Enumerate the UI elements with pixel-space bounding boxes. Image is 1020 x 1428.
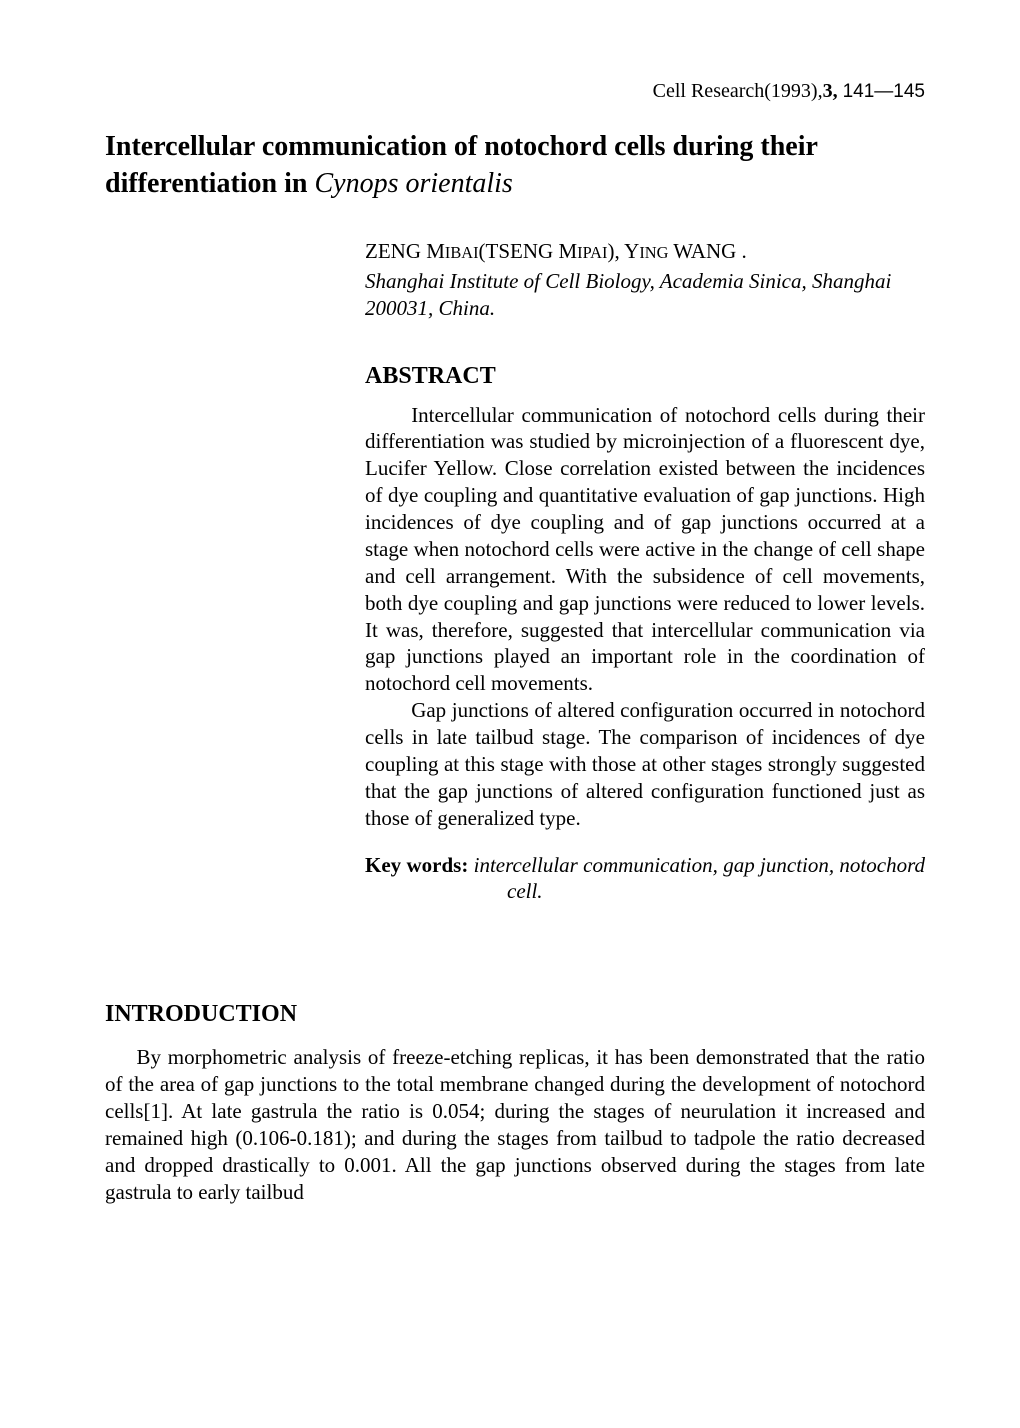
- author-affiliation: Shanghai Institute of Cell Biology, Acad…: [365, 268, 925, 323]
- keywords-text: intercellular communication, gap junctio…: [474, 853, 925, 904]
- header-indent-block: ZENG MIBAI(TSENG MIPAI), YING WANG . Sha…: [365, 239, 925, 905]
- running-head: Cell Research(1993),3, 141—145: [105, 80, 925, 103]
- article-title: Intercellular communication of notochord…: [105, 129, 925, 203]
- abstract-body: Intercellular communication of notochord…: [365, 402, 925, 832]
- abstract-paragraph-2: Gap junctions of altered configuration o…: [365, 697, 925, 831]
- author-text-3: ), Y: [607, 239, 639, 263]
- volume-number: 3,: [823, 80, 838, 102]
- author-smallcaps-1: IBAI: [445, 243, 479, 262]
- keywords-label: Key words:: [365, 853, 468, 877]
- journal-name: Cell Research(1993),: [653, 80, 823, 102]
- author-smallcaps-3: ING: [639, 243, 668, 262]
- author-text-1: ZENG M: [365, 239, 445, 263]
- title-species: Cynops orientalis: [314, 168, 512, 199]
- keywords: Key words: intercellular communication, …: [365, 852, 925, 906]
- introduction-paragraph-1: By morphometric analysis of freeze-etchi…: [105, 1044, 925, 1205]
- author-text-2: (TSENG M: [479, 239, 578, 263]
- author-text-4: WANG .: [668, 239, 746, 263]
- abstract-paragraph-1: Intercellular communication of notochord…: [365, 402, 925, 698]
- author-list: ZENG MIBAI(TSENG MIPAI), YING WANG .: [365, 239, 925, 264]
- abstract-heading: ABSTRACT: [365, 363, 925, 390]
- page-range: 141—145: [843, 81, 925, 102]
- introduction-heading: INTRODUCTION: [105, 1001, 925, 1028]
- author-smallcaps-2: IPAI: [577, 243, 607, 262]
